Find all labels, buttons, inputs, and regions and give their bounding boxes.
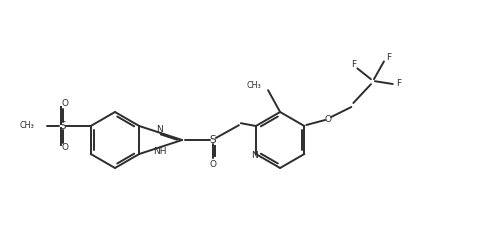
Text: F: F: [396, 79, 401, 89]
Text: CH₃: CH₃: [246, 81, 261, 90]
Text: F: F: [386, 53, 392, 62]
Text: S: S: [60, 121, 66, 131]
Text: F: F: [351, 60, 356, 69]
Text: O: O: [61, 144, 68, 153]
Text: O: O: [325, 114, 332, 123]
Text: CH₃: CH₃: [19, 121, 34, 130]
Text: O: O: [61, 99, 68, 109]
Text: N: N: [252, 151, 258, 160]
Text: NH: NH: [153, 147, 166, 156]
Text: O: O: [210, 160, 216, 169]
Text: N: N: [156, 126, 163, 134]
Text: S: S: [210, 135, 216, 145]
